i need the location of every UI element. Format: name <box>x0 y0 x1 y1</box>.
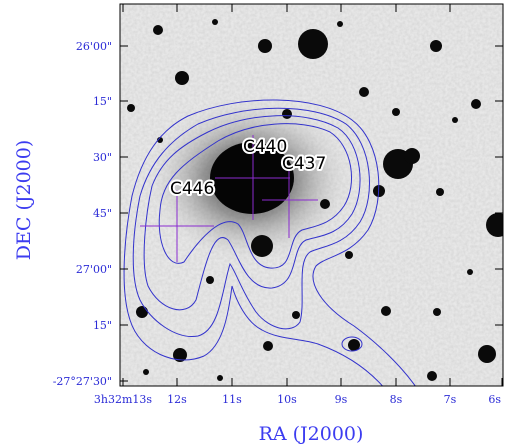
x-axis-title: RA (J2000) <box>259 423 364 445</box>
dec-tick-label: -27°27'30" <box>53 375 112 388</box>
ra-tick-label: 8s <box>390 393 403 406</box>
ra-tick-label: 12s <box>167 393 187 406</box>
radio-contours <box>123 99 416 386</box>
dec-tick-labels: 26'00" 15" 30" 45" 27'00" 15" -27°27'30" <box>53 40 112 388</box>
tick-marks <box>120 4 503 386</box>
ra-tick-label: 3h32m13s <box>94 393 153 406</box>
dec-tick-label: 30" <box>93 151 112 164</box>
ra-tick-label: 11s <box>222 393 242 406</box>
dec-tick-label: 45" <box>93 207 112 220</box>
ra-tick-label: 7s <box>444 393 457 406</box>
y-axis-title: DEC (J2000) <box>13 140 35 260</box>
source-label-c440: C440 <box>243 137 287 157</box>
image-frame <box>119 3 504 387</box>
source-label-c437: C437 <box>282 154 326 174</box>
ra-tick-label: 10s <box>277 393 297 406</box>
ra-tick-label: 9s <box>335 393 348 406</box>
dec-tick-label: 26'00" <box>76 40 112 53</box>
source-crosses <box>140 135 318 262</box>
dec-tick-label: 15" <box>93 319 112 332</box>
dec-tick-label: 15" <box>93 95 112 108</box>
ra-tick-label: 6s <box>488 393 501 406</box>
ra-tick-labels: 3h32m13s 12s 11s 10s 9s 8s 7s 6s <box>94 393 501 406</box>
sky-image: C440 C437 C446 <box>120 4 503 386</box>
source-label-c446: C446 <box>170 179 214 199</box>
dec-tick-label: 27'00" <box>76 263 112 276</box>
stars <box>127 19 503 381</box>
